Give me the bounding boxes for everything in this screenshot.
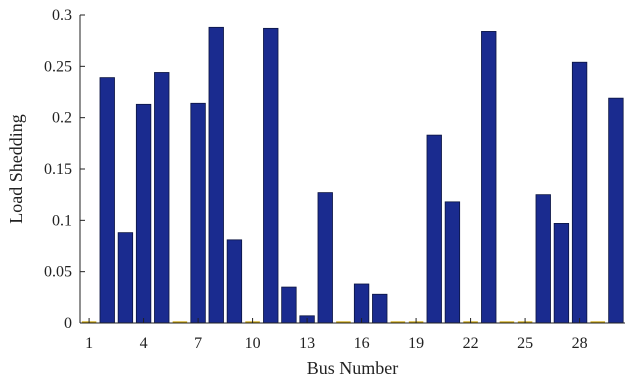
y-ticks-group: 0 0.05 0.1 0.15 0.2 0.25 0.3 xyxy=(44,7,85,332)
x-tick-label: 28 xyxy=(572,335,588,352)
x-tick-label: 13 xyxy=(299,335,315,352)
x-tick-label: 7 xyxy=(194,335,202,352)
bar-bus-9 xyxy=(226,239,243,324)
x-tick-label: 4 xyxy=(140,335,148,352)
x-tick-label: 19 xyxy=(408,335,424,352)
bar-bus-30 xyxy=(608,97,624,324)
x-axis-title: Bus Number xyxy=(307,358,399,378)
x-tick-label: 25 xyxy=(517,335,533,352)
bar-bus-4 xyxy=(135,103,152,324)
y-tick-label: 0.25 xyxy=(44,58,72,75)
bar-bus-3 xyxy=(117,232,134,324)
bar-bus-27 xyxy=(553,223,570,324)
y-tick-label: 0.2 xyxy=(52,110,72,127)
bar-bus-14 xyxy=(317,192,333,324)
bar-bus-28 xyxy=(571,61,588,324)
x-tick-label: 10 xyxy=(245,335,261,352)
bar-bus-26 xyxy=(535,194,551,324)
bar-bus-16 xyxy=(353,283,370,324)
y-axis-title: Load Shedding xyxy=(6,114,26,224)
y-tick-label: 0.15 xyxy=(44,161,72,178)
bar-bus-2 xyxy=(99,77,115,324)
bar-bus-20 xyxy=(426,134,442,324)
bars-group xyxy=(99,26,624,324)
bar-bus-12 xyxy=(281,286,297,324)
x-tick-label: 22 xyxy=(463,335,479,352)
bar-bus-21 xyxy=(444,201,461,324)
bar-bus-11 xyxy=(263,27,279,324)
x-tick-label: 16 xyxy=(354,335,370,352)
y-tick-label: 0.3 xyxy=(52,7,72,24)
x-ticks-group: 1 4 7 10 13 16 19 22 25 28 xyxy=(85,318,588,352)
bar-bus-8 xyxy=(208,26,224,324)
y-tick-label: 0 xyxy=(64,315,72,332)
bar-bus-5 xyxy=(154,72,170,324)
y-tick-label: 0.05 xyxy=(44,264,72,281)
bar-bus-17 xyxy=(372,293,388,324)
y-tick-label: 0.1 xyxy=(52,212,72,229)
x-tick-label: 1 xyxy=(85,335,93,352)
bar-bus-7 xyxy=(190,102,206,324)
bar-bus-23 xyxy=(481,31,497,324)
